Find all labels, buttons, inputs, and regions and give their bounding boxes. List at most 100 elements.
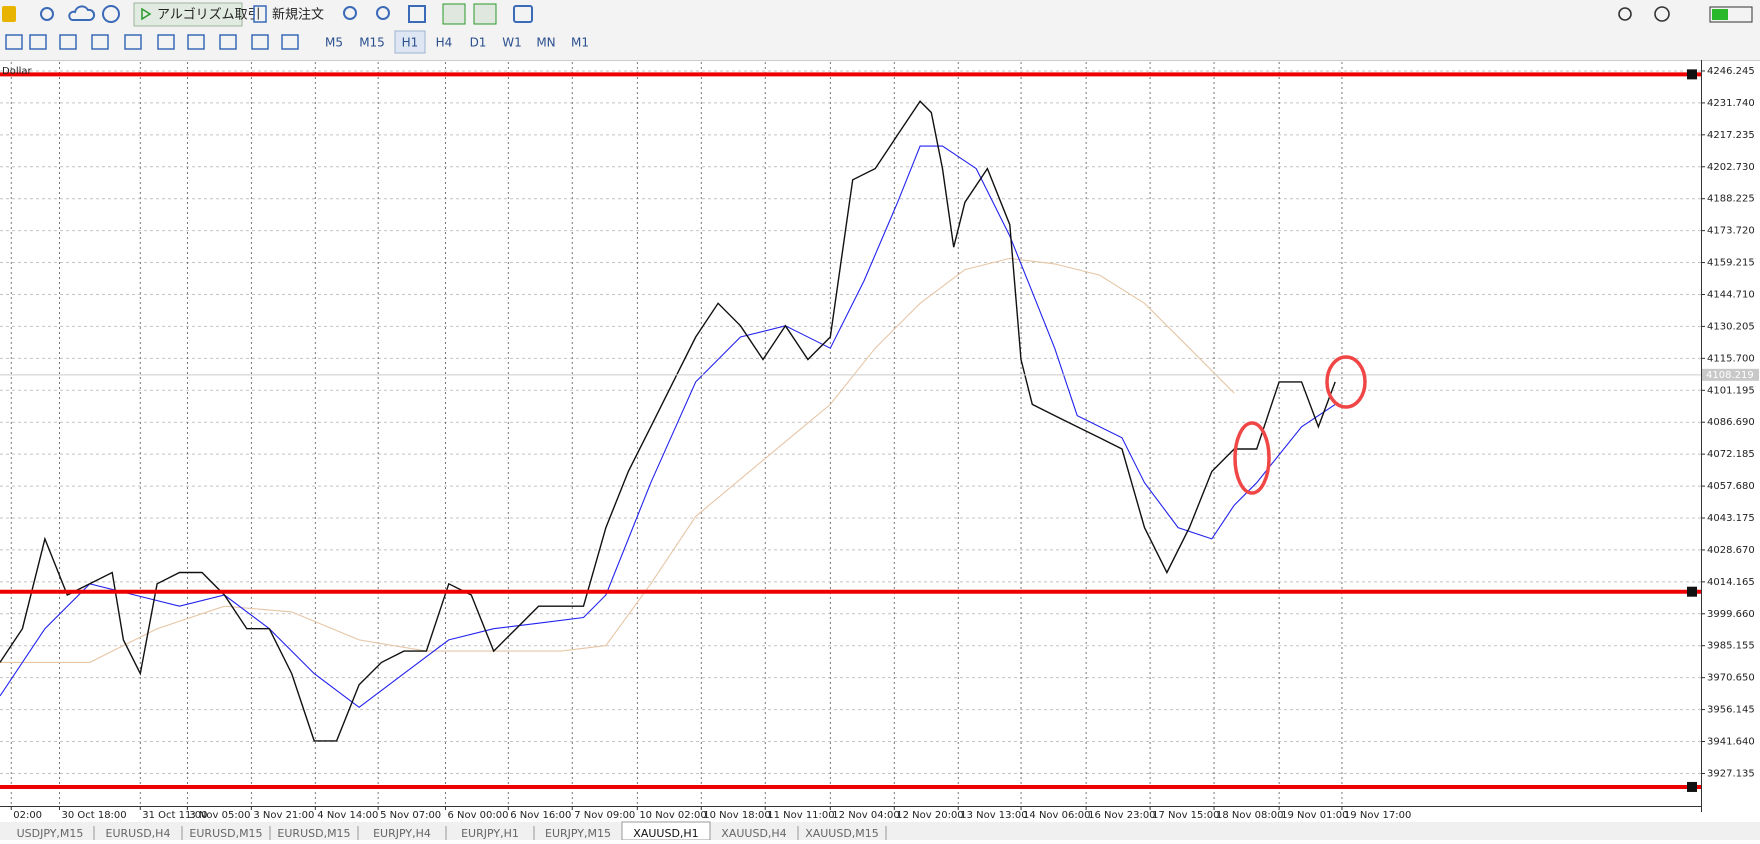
tab[interactable]: EURUSD,H4 <box>106 827 171 840</box>
search-icon[interactable] <box>1618 7 1632 21</box>
timeframe[interactable]: M15 <box>359 36 385 50</box>
y-tick-label: 4086.690 <box>1707 417 1755 428</box>
x-tick-label: 5 Nov 07:00 <box>380 810 441 821</box>
timeframe[interactable]: H4 <box>436 36 453 50</box>
account-icon[interactable] <box>1654 6 1670 22</box>
tool-icon[interactable] <box>59 34 77 50</box>
timeframe[interactable]: M1 <box>571 36 589 50</box>
y-tick-label: 4246.245 <box>1707 66 1755 77</box>
cloud-icon[interactable] <box>68 5 96 21</box>
x-tick-label: 7 Nov 09:00 <box>574 810 635 821</box>
tab-bar <box>0 822 1760 840</box>
x-tick-label: 12 Nov 20:00 <box>896 810 963 821</box>
tab[interactable]: EURJPY,H1 <box>461 827 519 840</box>
y-tick-label: 4144.710 <box>1707 289 1755 300</box>
timeframe[interactable]: M5 <box>325 36 343 50</box>
y-tick-label: 4217.235 <box>1707 130 1755 141</box>
tab[interactable]: XAUUSD,H4 <box>721 827 786 840</box>
y-tick-label: 4231.740 <box>1707 98 1755 109</box>
tab[interactable]: EURUSD,M15 <box>277 827 350 840</box>
algo-label: アルゴリズム取引 <box>157 7 261 23</box>
zoom-out[interactable] <box>376 6 390 20</box>
x-tick-label: 10 Nov 02:00 <box>639 810 706 821</box>
zoom-in[interactable] <box>343 6 357 20</box>
last-price-label: 4108.219 <box>1706 370 1754 381</box>
y-tick-label: 4188.225 <box>1707 194 1755 205</box>
tool-icon[interactable] <box>5 34 23 50</box>
y-tick-label: 4043.175 <box>1707 513 1755 524</box>
order-label[interactable]: 新規注文 <box>272 7 324 23</box>
price-line <box>0 100 1336 742</box>
x-tick-label: 19 Nov 01:00 <box>1281 810 1348 821</box>
y-tick-label: 4115.700 <box>1707 353 1755 364</box>
shift-icon[interactable] <box>473 3 497 25</box>
x-tick-label: 6 Nov 00:00 <box>447 810 508 821</box>
price-line <box>0 257 1235 663</box>
y-tick-label: 4014.165 <box>1707 577 1755 588</box>
level-handle[interactable] <box>1687 69 1697 80</box>
x-tick-label: 17 Nov 15:00 <box>1152 810 1219 821</box>
level-handle[interactable] <box>1687 586 1697 597</box>
x-tick-label: 6 Nov 16:00 <box>510 810 571 821</box>
y-tick-label: 4057.680 <box>1707 481 1755 492</box>
tab[interactable]: EURJPY,H4 <box>373 827 431 840</box>
autoscroll-icon[interactable] <box>442 3 466 25</box>
y-tick-label: 3999.660 <box>1707 609 1755 620</box>
tab[interactable]: EURUSD,M15 <box>189 827 262 840</box>
x-tick-label: 30 Oct 18:00 <box>61 810 126 821</box>
tool-icon[interactable] <box>281 34 299 50</box>
tool-icon[interactable] <box>251 34 269 50</box>
tile-icon[interactable] <box>408 5 426 23</box>
y-tick-label: 3927.135 <box>1707 768 1755 779</box>
x-tick-label: 19 Nov 17:00 <box>1344 810 1411 821</box>
x-tick-label: 31 Oct 11:00 <box>142 810 207 821</box>
battery-level <box>1712 9 1728 20</box>
order-icon[interactable] <box>253 5 267 23</box>
grid <box>0 62 1701 806</box>
tool-icon[interactable] <box>187 34 205 50</box>
x-tick-label: 16 Nov 23:00 <box>1088 810 1155 821</box>
timeframe[interactable]: H1 <box>402 36 419 50</box>
tool-icon[interactable] <box>219 34 237 50</box>
timeframe-active <box>394 30 426 54</box>
tab[interactable]: XAUUSD,H1 <box>633 827 698 840</box>
battery <box>1709 6 1753 23</box>
symbol-label: Dollar <box>2 66 33 77</box>
tool-icon[interactable] <box>29 34 47 50</box>
x-tick-label: 02:00 <box>13 810 42 821</box>
y-tick-label: 4072.185 <box>1707 449 1755 460</box>
timeframe[interactable]: D1 <box>470 36 487 50</box>
x-tick-label: 10 Nov 18:00 <box>703 810 770 821</box>
tab[interactable]: XAUUSD,M15 <box>805 827 879 840</box>
x-tick-label: 4 Nov 14:00 <box>317 810 378 821</box>
y-tick-label: 3985.155 <box>1707 641 1755 652</box>
y-tick-label: 4173.720 <box>1707 226 1755 237</box>
x-tick-label: 14 Nov 06:00 <box>1023 810 1090 821</box>
x-tick-label: 13 Nov 13:00 <box>960 810 1027 821</box>
play-icon <box>141 7 152 21</box>
y-tick-label: 4159.215 <box>1707 258 1755 269</box>
x-tick-label: 11 Nov 11:00 <box>767 810 834 821</box>
timeframe[interactable]: MN <box>536 36 555 50</box>
tool-icon[interactable] <box>157 34 175 50</box>
y-tick-label: 4202.730 <box>1707 162 1755 173</box>
tab[interactable]: USDJPY,M15 <box>17 827 84 840</box>
screenshot-icon[interactable] <box>513 5 533 23</box>
tabs: USDJPY,M15 EURUSD,H4 EURUSD,M15 EURUSD,M15 E… <box>17 821 887 841</box>
y-tick-label: 3956.145 <box>1707 705 1755 716</box>
tab[interactable]: EURJPY,M15 <box>545 827 611 840</box>
annotation-circle <box>1325 355 1367 409</box>
lock-icon[interactable] <box>2 6 16 22</box>
x-tick-label: 3 Nov 05:00 <box>189 810 250 821</box>
tool-icon[interactable] <box>124 34 142 50</box>
tool-icon[interactable] <box>91 34 109 50</box>
last-price-box <box>1702 368 1759 381</box>
algo-button[interactable] <box>133 2 243 27</box>
y-tick-label: 3941.640 <box>1707 737 1755 748</box>
y-tick-label: 4028.670 <box>1707 545 1755 556</box>
market-icon[interactable] <box>102 5 120 23</box>
signal-icon[interactable] <box>40 7 54 21</box>
level-handle[interactable] <box>1687 781 1697 792</box>
timeframe[interactable]: W1 <box>502 36 522 50</box>
